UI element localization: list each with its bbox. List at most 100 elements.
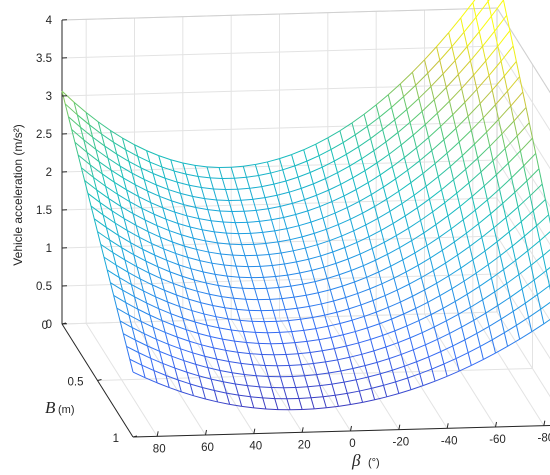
mesh-segment [475, 264, 489, 274]
mesh-segment [231, 372, 245, 376]
mesh-segment [126, 346, 131, 360]
mesh-segment [516, 317, 529, 326]
mesh-segment [444, 202, 449, 216]
mesh-segment [457, 74, 463, 89]
mesh-segment [440, 345, 454, 353]
mesh-segment [306, 160, 311, 173]
z-tick-label: 1.5 [36, 205, 52, 217]
mesh-segment [169, 230, 182, 236]
mesh-segment [146, 150, 159, 157]
mesh-segment [412, 349, 418, 362]
mesh-segment [504, 135, 518, 149]
mesh-segment [421, 326, 435, 334]
mesh-segment [224, 307, 229, 319]
mesh-segment [457, 246, 470, 256]
mesh-segment [528, 308, 541, 318]
mesh-segment [127, 230, 140, 238]
mesh-segment [536, 225, 541, 241]
mesh-segment [472, 2, 477, 18]
mesh-segment [166, 260, 171, 273]
mesh-segment [253, 407, 266, 410]
mesh-segment [125, 189, 131, 202]
mesh-segment [316, 374, 321, 386]
mesh-segment [319, 385, 324, 397]
mesh-segment [400, 144, 405, 158]
mesh-segment [273, 180, 287, 185]
mesh-segment [532, 210, 538, 226]
mesh-segment [319, 206, 324, 219]
mesh-segment [462, 219, 467, 234]
mesh-segment [252, 199, 257, 211]
mesh-segment [451, 31, 465, 47]
mesh-segment [134, 296, 139, 310]
mesh-segment [403, 96, 408, 110]
box-edge [496, 7, 550, 94]
mesh-segment [506, 15, 511, 31]
mesh-segment [333, 160, 339, 173]
mesh-segment [200, 187, 206, 199]
mesh-segment [217, 285, 223, 297]
mesh-segment [394, 330, 399, 343]
mesh-segment [481, 227, 495, 238]
mesh-segment [425, 176, 439, 187]
mesh-segment [145, 260, 150, 274]
mesh-segment [363, 311, 377, 317]
mesh-segment [366, 277, 371, 290]
mesh-segment [419, 160, 424, 174]
mesh-segment [179, 193, 185, 205]
mesh-segment [221, 178, 227, 190]
mesh-segment [537, 285, 550, 295]
mesh-segment [225, 350, 230, 362]
mesh-segment [88, 124, 94, 138]
mesh-segment [207, 367, 212, 380]
mesh-segment [326, 274, 340, 279]
mesh-segment [119, 320, 124, 334]
mesh-segment [207, 209, 220, 212]
mesh-segment [293, 297, 298, 309]
mesh-segment [141, 208, 146, 221]
mesh-segment [454, 60, 459, 75]
mesh-segment [277, 241, 282, 254]
mesh-segment [195, 207, 208, 211]
mesh-segment [503, 259, 516, 270]
mesh-segment [163, 248, 176, 254]
mesh-segment [485, 45, 499, 62]
mesh-segment [201, 387, 206, 400]
x-tick-label: 0 [349, 438, 355, 450]
mesh-segment [515, 325, 521, 340]
mesh-segment [147, 345, 160, 352]
mesh-segment [219, 210, 224, 223]
mesh-segment [277, 239, 291, 243]
mesh-segment [347, 253, 361, 260]
mesh-segment [517, 195, 531, 208]
mesh-segment [123, 333, 136, 341]
mesh-segment [162, 362, 176, 369]
mesh-segment [274, 228, 287, 232]
mesh-segment [284, 261, 297, 265]
mesh-segment [133, 254, 138, 267]
mesh-segment [411, 72, 417, 86]
mesh-segment [455, 128, 460, 143]
mesh-segment [269, 252, 282, 255]
mesh-segment [213, 347, 226, 351]
mesh-segment [411, 232, 425, 242]
mesh-segment [87, 193, 92, 207]
mesh-segment [387, 83, 401, 96]
mesh-segment [143, 178, 157, 186]
mesh-segment [194, 321, 208, 326]
mesh-segment [264, 365, 269, 377]
mesh-segment [328, 240, 334, 253]
mesh-segment [160, 236, 173, 243]
mesh-segment [366, 271, 379, 278]
mesh-segment [371, 384, 384, 389]
mesh-segment [163, 248, 168, 261]
mesh-segment [198, 218, 203, 230]
mesh-segment [479, 339, 493, 347]
mesh-segment [214, 231, 227, 234]
mesh-segment [387, 94, 392, 108]
mesh-segment [89, 164, 103, 175]
mesh-segment [316, 189, 329, 196]
z-tick-label: 0.5 [36, 281, 52, 293]
mesh-segment [229, 403, 242, 407]
mesh-segment [250, 231, 263, 234]
